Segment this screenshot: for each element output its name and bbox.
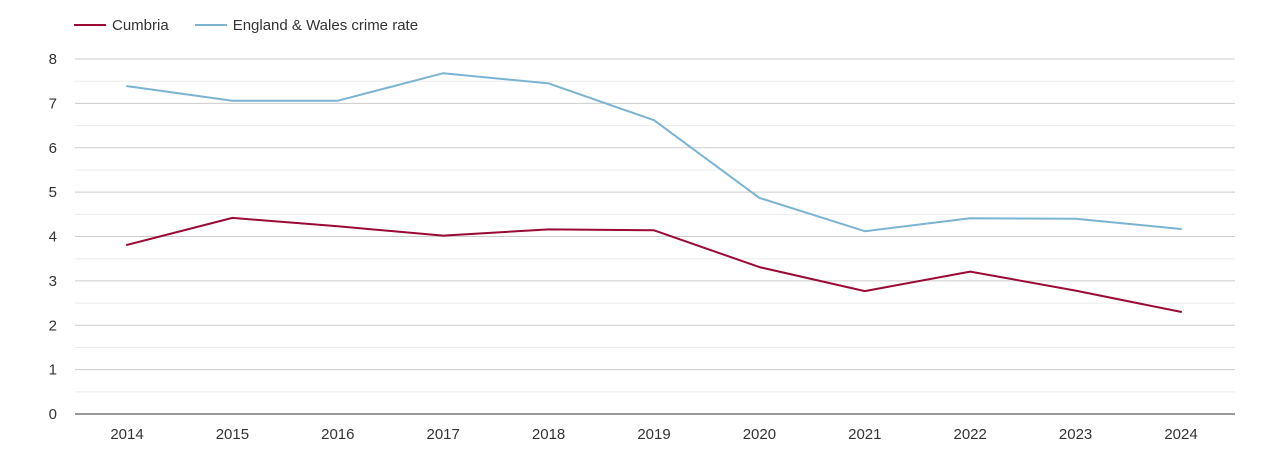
data-point-england-wales-crime-rate-2014 (124, 83, 130, 89)
y-tick-label-7: 7 (49, 95, 57, 112)
data-point-cumbria-2019 (651, 227, 657, 233)
y-tick-label-6: 6 (49, 140, 57, 157)
legend-item-cumbria[interactable]: Cumbria (74, 17, 169, 34)
y-tick-label-0: 0 (49, 406, 57, 423)
y-tick-label-5: 5 (49, 184, 57, 201)
data-point-cumbria-2018 (546, 226, 552, 232)
data-point-cumbria-2021 (862, 288, 868, 294)
y-tick-label-4: 4 (49, 229, 57, 246)
x-tick-label-2014: 2014 (110, 426, 143, 443)
data-point-cumbria-2023 (1073, 288, 1079, 294)
data-point-cumbria-2015 (229, 215, 235, 221)
x-tick-label-2024: 2024 (1164, 426, 1197, 443)
data-point-england-wales-crime-rate-2019 (651, 117, 657, 123)
data-point-cumbria-2017 (440, 233, 446, 239)
data-point-england-wales-crime-rate-2015 (229, 98, 235, 104)
y-tick-label-8: 8 (49, 51, 57, 68)
series-line-england-wales-crime-rate (126, 72, 1182, 233)
x-tick-label-2018: 2018 (532, 426, 565, 443)
y-tick-label-3: 3 (49, 273, 57, 290)
x-tick-label-2017: 2017 (427, 426, 460, 443)
data-point-cumbria-2016 (335, 223, 341, 229)
x-tick-label-2016: 2016 (321, 426, 354, 443)
legend-swatch-england-wales (194, 24, 227, 26)
legend-label-cumbria: Cumbria (112, 16, 169, 34)
x-tick-label-2022: 2022 (954, 426, 987, 443)
data-point-cumbria-2022 (967, 269, 973, 275)
x-tick-label-2019: 2019 (637, 426, 670, 443)
data-point-england-wales-crime-rate-2016 (335, 98, 341, 104)
data-point-england-wales-crime-rate-2022 (967, 215, 973, 221)
x-tick-label-2020: 2020 (743, 426, 776, 443)
x-tick-label-2021: 2021 (848, 426, 881, 443)
data-point-england-wales-crime-rate-2023 (1073, 216, 1079, 222)
series-line-cumbria (126, 216, 1182, 313)
y-tick-label-2: 2 (49, 317, 57, 334)
data-point-england-wales-crime-rate-2017 (440, 70, 446, 76)
data-point-cumbria-2024 (1178, 309, 1184, 315)
legend-label-england-wales: England & Wales crime rate (232, 16, 419, 34)
y-tick-label-1: 1 (49, 362, 57, 379)
data-point-england-wales-crime-rate-2021 (862, 228, 868, 234)
legend: Cumbria England & Wales crime rate (74, 15, 444, 35)
data-point-cumbria-2020 (756, 264, 762, 270)
x-tick-label-2015: 2015 (216, 426, 249, 443)
legend-swatch-cumbria (74, 24, 106, 26)
x-tick-label-2023: 2023 (1059, 426, 1092, 443)
legend-item-england-wales[interactable]: England & Wales crime rate (194, 16, 419, 34)
data-point-england-wales-crime-rate-2018 (546, 80, 552, 86)
data-point-england-wales-crime-rate-2024 (1178, 226, 1184, 232)
data-point-england-wales-crime-rate-2020 (756, 195, 762, 201)
data-point-cumbria-2014 (124, 242, 130, 248)
